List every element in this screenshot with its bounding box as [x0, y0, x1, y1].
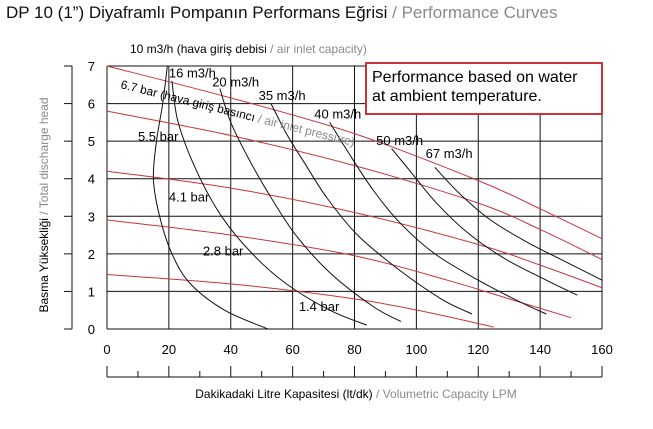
y-tick-label: 1 — [88, 284, 95, 299]
pressure-label-1-4-bar: 1.4 bar — [299, 299, 340, 314]
air-legend-tr: (hava giriş debisi — [177, 42, 267, 56]
grid — [106, 65, 603, 330]
x-axis-label: Dakikadaki Litre Kapasitesi (lt/dk) / Vo… — [195, 387, 517, 401]
pressure-curve-5-5-bar — [106, 110, 603, 260]
pressure-curve-4-1-bar — [106, 170, 603, 289]
y-tick-label: 2 — [88, 247, 95, 262]
title-separator: / — [392, 3, 397, 22]
pressure-label-4-1-bar: 4.1 bar — [169, 189, 210, 204]
chart-title: DP 10 (1”) Diyaframlı Pompanın Performan… — [6, 3, 557, 23]
pressure-curve-6-7-bar — [106, 65, 603, 240]
air-label-20-m3-h: 20 m3/h — [212, 75, 259, 90]
air-legend-en: air inlet capacity) — [277, 42, 367, 56]
air-curve-67-m3-h — [434, 167, 603, 281]
air-inlet-legend: 10 m3/h (hava giriş debisi / air inlet c… — [130, 42, 367, 56]
air-curve-20-m3-h — [219, 88, 402, 322]
air-label-40-m3-h: 40 m3/h — [314, 107, 361, 122]
x-tick-label: 120 — [467, 342, 489, 357]
air-label-16-m3-h: 16 m3/h — [169, 65, 216, 80]
air-legend-value: 10 m3/h — [130, 42, 173, 56]
title-english: Performance Curves — [401, 3, 558, 22]
ylabel-sep: / — [37, 211, 51, 215]
x-tick-label: 40 — [224, 342, 238, 357]
x-tick-label: 60 — [285, 342, 299, 357]
y-tick-label: 4 — [88, 172, 95, 187]
x-tick-label: 160 — [591, 342, 613, 357]
ylabel-tr: Basma Yüksekliği — [37, 218, 51, 313]
air-label-67-m3-h: 67 m3/h — [426, 146, 473, 161]
air-label-35-m3-h: 35 m3/h — [259, 88, 306, 103]
air-curve-10-m3-h — [152, 65, 269, 330]
y-tick-label: 0 — [88, 322, 95, 337]
pressure-legend-tr: (hava giriş basıncı — [159, 87, 257, 124]
xlabel-tr: Dakikadaki Litre Kapasitesi (lt/dk) — [195, 387, 372, 401]
performance-note: Performance based on water at ambient te… — [365, 62, 603, 115]
note-line-2: at ambient temperature. — [372, 88, 542, 105]
air-legend-sep: / — [270, 42, 274, 56]
y-tick-label: 3 — [88, 209, 95, 224]
air-curves — [152, 65, 603, 330]
air-curve-40-m3-h — [329, 122, 547, 315]
x-tick-label: 100 — [406, 342, 428, 357]
y-axis-label: Basma Yüksekliği / Total discharge head — [37, 97, 51, 312]
y-tick-label: 6 — [88, 97, 95, 112]
pressure-label-2-8-bar: 2.8 bar — [203, 244, 244, 259]
x-tick-label: 0 — [103, 342, 110, 357]
y-tick-label: 7 — [88, 59, 95, 74]
air-curve-35-m3-h — [270, 103, 473, 315]
x-axis-ticks: 0 20 40 60 80 100 120 140 160 — [103, 342, 613, 378]
x-tick-label: 80 — [347, 342, 361, 357]
y-axis-ticks: 0 1 2 3 4 5 6 7 — [64, 59, 95, 337]
pressure-curve-2-8-bar — [106, 219, 572, 319]
note-box — [365, 62, 603, 115]
y-tick-label: 5 — [88, 134, 95, 149]
pressure-curve-1-4-bar — [106, 274, 494, 328]
xlabel-sep: / — [376, 387, 380, 401]
x-tick-label: 20 — [162, 342, 176, 357]
pressure-label-5-5-bar: 5.5 bar — [138, 129, 179, 144]
title-turkish: DP 10 (1”) Diyaframlı Pompanın Performan… — [6, 3, 388, 22]
note-line-1: Performance based on water — [372, 69, 578, 86]
ylabel-en: Total discharge head — [37, 97, 51, 208]
curve-labels: 5.5 bar 4.1 bar 2.8 bar 1.4 bar 16 m3/h20 m3… — [138, 65, 473, 314]
pressure-curves — [106, 65, 603, 328]
xlabel-en: Volumetric Capacity LPM — [383, 387, 517, 401]
air-curve-16-m3-h — [171, 80, 368, 326]
air-curve-50-m3-h — [391, 148, 578, 296]
air-label-50-m3-h: 50 m3/h — [376, 133, 423, 148]
pressure-legend-sep: / — [257, 112, 264, 127]
pressure-legend-value: 6.7 bar — [119, 77, 159, 100]
x-tick-label: 140 — [529, 342, 551, 357]
